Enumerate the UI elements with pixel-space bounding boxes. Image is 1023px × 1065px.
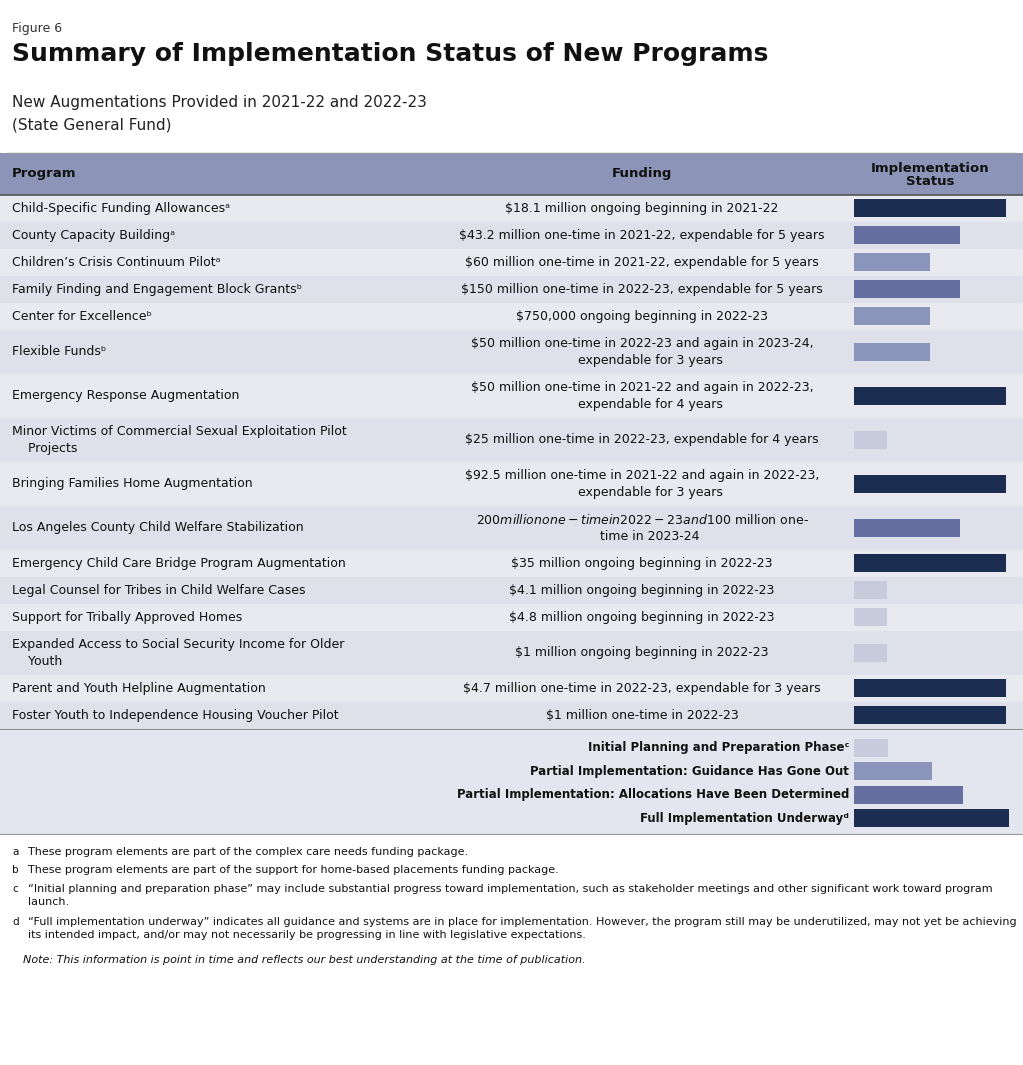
Text: Children’s Crisis Continuum Pilotᵃ: Children’s Crisis Continuum Pilotᵃ bbox=[12, 256, 221, 269]
Text: Partial Implementation: Guidance Has Gone Out: Partial Implementation: Guidance Has Gon… bbox=[530, 765, 849, 779]
Text: Emergency Response Augmentation: Emergency Response Augmentation bbox=[12, 390, 239, 403]
Text: $60 million one-time in 2021-22, expendable for 5 years: $60 million one-time in 2021-22, expenda… bbox=[465, 256, 818, 269]
Text: Child-Specific Funding Allowancesᵃ: Child-Specific Funding Allowancesᵃ bbox=[12, 202, 230, 215]
Text: $1 million ongoing beginning in 2022-23: $1 million ongoing beginning in 2022-23 bbox=[516, 646, 768, 659]
Text: d: d bbox=[12, 917, 18, 927]
FancyBboxPatch shape bbox=[0, 462, 1023, 506]
Text: Expanded Access to Social Security Income for Older
    Youth: Expanded Access to Social Security Incom… bbox=[12, 638, 345, 668]
FancyBboxPatch shape bbox=[0, 702, 1023, 730]
Text: (State General Fund): (State General Fund) bbox=[12, 118, 172, 133]
Text: Flexible Fundsᵇ: Flexible Fundsᵇ bbox=[12, 345, 106, 359]
Text: $43.2 million one-time in 2021-22, expendable for 5 years: $43.2 million one-time in 2021-22, expen… bbox=[459, 229, 825, 242]
FancyBboxPatch shape bbox=[0, 675, 1023, 702]
Text: Bringing Families Home Augmentation: Bringing Families Home Augmentation bbox=[12, 477, 253, 491]
FancyBboxPatch shape bbox=[854, 308, 930, 326]
Text: New Augmentations Provided in 2021-22 and 2022-23: New Augmentations Provided in 2021-22 an… bbox=[12, 95, 427, 110]
Text: Center for Excellenceᵇ: Center for Excellenceᵇ bbox=[12, 310, 151, 323]
Text: c: c bbox=[12, 884, 17, 894]
FancyBboxPatch shape bbox=[854, 706, 1006, 724]
FancyBboxPatch shape bbox=[0, 630, 1023, 675]
FancyBboxPatch shape bbox=[0, 222, 1023, 249]
FancyBboxPatch shape bbox=[854, 809, 1009, 828]
FancyBboxPatch shape bbox=[0, 730, 1023, 834]
Text: Full Implementation Underwayᵈ: Full Implementation Underwayᵈ bbox=[640, 812, 849, 825]
Text: $4.1 million ongoing beginning in 2022-23: $4.1 million ongoing beginning in 2022-2… bbox=[509, 584, 774, 597]
Text: Support for Tribally Approved Homes: Support for Tribally Approved Homes bbox=[12, 611, 242, 624]
FancyBboxPatch shape bbox=[0, 249, 1023, 276]
Text: Funding: Funding bbox=[612, 167, 672, 180]
Text: Status: Status bbox=[905, 175, 954, 189]
Text: Legal Counsel for Tribes in Child Welfare Cases: Legal Counsel for Tribes in Child Welfar… bbox=[12, 584, 306, 597]
Text: Parent and Youth Helpline Augmentation: Parent and Youth Helpline Augmentation bbox=[12, 682, 266, 695]
Text: $4.8 million ongoing beginning in 2022-23: $4.8 million ongoing beginning in 2022-2… bbox=[509, 611, 774, 624]
Text: $1 million one-time in 2022-23: $1 million one-time in 2022-23 bbox=[545, 709, 739, 722]
Text: “Full implementation underway” indicates all guidance and systems are in place f: “Full implementation underway” indicates… bbox=[28, 917, 1017, 940]
FancyBboxPatch shape bbox=[854, 343, 930, 361]
FancyBboxPatch shape bbox=[854, 519, 961, 537]
FancyBboxPatch shape bbox=[854, 608, 887, 626]
Text: These program elements are part of the complex care needs funding package.: These program elements are part of the c… bbox=[28, 847, 469, 857]
Text: Foster Youth to Independence Housing Voucher Pilot: Foster Youth to Independence Housing Vou… bbox=[12, 709, 339, 722]
Text: These program elements are part of the support for home-based placements funding: These program elements are part of the s… bbox=[28, 866, 559, 875]
Text: Figure 6: Figure 6 bbox=[12, 22, 62, 35]
Text: b: b bbox=[12, 866, 18, 875]
Text: $200 million one-time in 2022-23 and $100 million one-
    time in 2023-24: $200 million one-time in 2022-23 and $10… bbox=[476, 512, 808, 543]
FancyBboxPatch shape bbox=[0, 550, 1023, 577]
FancyBboxPatch shape bbox=[854, 199, 1006, 217]
Text: $750,000 ongoing beginning in 2022-23: $750,000 ongoing beginning in 2022-23 bbox=[516, 310, 768, 323]
FancyBboxPatch shape bbox=[0, 153, 1023, 195]
Text: $150 million one-time in 2022-23, expendable for 5 years: $150 million one-time in 2022-23, expend… bbox=[461, 283, 822, 296]
FancyBboxPatch shape bbox=[0, 330, 1023, 374]
Text: Emergency Child Care Bridge Program Augmentation: Emergency Child Care Bridge Program Augm… bbox=[12, 557, 346, 570]
Text: a: a bbox=[12, 847, 18, 857]
FancyBboxPatch shape bbox=[854, 431, 887, 449]
FancyBboxPatch shape bbox=[854, 280, 961, 298]
FancyBboxPatch shape bbox=[0, 506, 1023, 550]
Text: Initial Planning and Preparation Phaseᶜ: Initial Planning and Preparation Phaseᶜ bbox=[587, 741, 849, 754]
Text: Implementation: Implementation bbox=[871, 163, 989, 176]
Text: Summary of Implementation Status of New Programs: Summary of Implementation Status of New … bbox=[12, 42, 768, 66]
FancyBboxPatch shape bbox=[854, 555, 1006, 573]
Text: Partial Implementation: Allocations Have Been Determined: Partial Implementation: Allocations Have… bbox=[456, 788, 849, 802]
FancyBboxPatch shape bbox=[854, 253, 930, 272]
FancyBboxPatch shape bbox=[0, 604, 1023, 630]
FancyBboxPatch shape bbox=[854, 387, 1006, 405]
Text: $50 million one-time in 2022-23 and again in 2023-24,
    expendable for 3 years: $50 million one-time in 2022-23 and agai… bbox=[471, 338, 813, 366]
FancyBboxPatch shape bbox=[854, 644, 887, 662]
Text: Family Finding and Engagement Block Grantsᵇ: Family Finding and Engagement Block Gran… bbox=[12, 283, 302, 296]
Text: $92.5 million one-time in 2021-22 and again in 2022-23,
    expendable for 3 yea: $92.5 million one-time in 2021-22 and ag… bbox=[464, 470, 819, 498]
FancyBboxPatch shape bbox=[854, 739, 888, 757]
Text: “Initial planning and preparation phase” may include substantial progress toward: “Initial planning and preparation phase”… bbox=[28, 884, 992, 907]
Text: $50 million one-time in 2021-22 and again in 2022-23,
    expendable for 4 years: $50 million one-time in 2021-22 and agai… bbox=[471, 381, 813, 411]
Text: Note: This information is point in time and reflects our best understanding at t: Note: This information is point in time … bbox=[23, 955, 585, 965]
FancyBboxPatch shape bbox=[0, 417, 1023, 462]
FancyBboxPatch shape bbox=[854, 763, 932, 781]
FancyBboxPatch shape bbox=[854, 679, 1006, 698]
Text: $25 million one-time in 2022-23, expendable for 4 years: $25 million one-time in 2022-23, expenda… bbox=[465, 433, 818, 446]
FancyBboxPatch shape bbox=[854, 475, 1006, 493]
FancyBboxPatch shape bbox=[0, 195, 1023, 222]
FancyBboxPatch shape bbox=[0, 276, 1023, 304]
FancyBboxPatch shape bbox=[0, 304, 1023, 330]
Text: $18.1 million ongoing beginning in 2021-22: $18.1 million ongoing beginning in 2021-… bbox=[505, 202, 779, 215]
Text: $35 million ongoing beginning in 2022-23: $35 million ongoing beginning in 2022-23 bbox=[512, 557, 772, 570]
Text: County Capacity Buildingᵃ: County Capacity Buildingᵃ bbox=[12, 229, 175, 242]
Text: Minor Victims of Commercial Sexual Exploitation Pilot
    Projects: Minor Victims of Commercial Sexual Explo… bbox=[12, 425, 347, 455]
FancyBboxPatch shape bbox=[0, 374, 1023, 417]
Text: Los Angeles County Child Welfare Stabilization: Los Angeles County Child Welfare Stabili… bbox=[12, 522, 304, 535]
FancyBboxPatch shape bbox=[854, 227, 961, 245]
FancyBboxPatch shape bbox=[854, 581, 887, 600]
Text: $4.7 million one-time in 2022-23, expendable for 3 years: $4.7 million one-time in 2022-23, expend… bbox=[463, 682, 820, 695]
FancyBboxPatch shape bbox=[0, 577, 1023, 604]
Text: Program: Program bbox=[12, 167, 77, 180]
FancyBboxPatch shape bbox=[854, 786, 963, 804]
